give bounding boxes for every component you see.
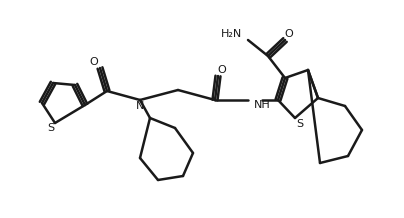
Text: S: S (47, 123, 55, 133)
Text: O: O (218, 65, 226, 75)
Text: N: N (136, 101, 144, 111)
Text: O: O (90, 57, 99, 67)
Text: NH: NH (254, 100, 271, 110)
Text: S: S (297, 119, 303, 129)
Text: H₂N: H₂N (221, 29, 243, 39)
Text: O: O (285, 29, 293, 39)
